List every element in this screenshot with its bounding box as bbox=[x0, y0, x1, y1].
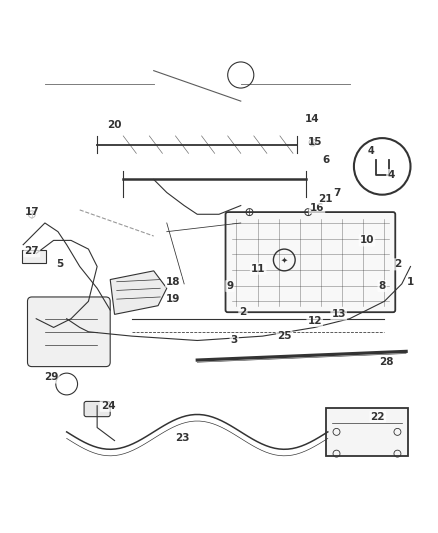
Text: 4: 4 bbox=[387, 170, 395, 180]
Text: 4: 4 bbox=[368, 146, 374, 156]
FancyBboxPatch shape bbox=[22, 251, 46, 263]
Text: 3: 3 bbox=[231, 335, 238, 345]
Text: 24: 24 bbox=[101, 401, 115, 411]
FancyBboxPatch shape bbox=[325, 408, 408, 456]
Text: 1: 1 bbox=[407, 277, 414, 287]
Text: 20: 20 bbox=[107, 120, 122, 130]
Text: 11: 11 bbox=[251, 264, 265, 273]
Text: 22: 22 bbox=[371, 411, 385, 422]
Text: 21: 21 bbox=[318, 194, 333, 204]
Text: 17: 17 bbox=[25, 207, 39, 217]
Text: 5: 5 bbox=[57, 260, 64, 269]
Text: 15: 15 bbox=[307, 138, 322, 148]
Text: 6: 6 bbox=[322, 155, 329, 165]
Text: 18: 18 bbox=[166, 277, 180, 287]
Text: 25: 25 bbox=[277, 331, 292, 341]
Text: 27: 27 bbox=[25, 246, 39, 256]
Text: 13: 13 bbox=[332, 309, 346, 319]
Text: 10: 10 bbox=[360, 236, 374, 245]
Text: 8: 8 bbox=[378, 281, 386, 291]
Text: 19: 19 bbox=[166, 294, 180, 304]
Text: 9: 9 bbox=[226, 281, 233, 291]
Text: 2: 2 bbox=[239, 307, 247, 317]
Polygon shape bbox=[110, 271, 167, 314]
Text: 16: 16 bbox=[310, 203, 324, 213]
Text: 14: 14 bbox=[305, 114, 320, 124]
FancyBboxPatch shape bbox=[28, 297, 110, 367]
Text: 7: 7 bbox=[333, 188, 340, 198]
Text: 2: 2 bbox=[394, 260, 401, 269]
Text: 12: 12 bbox=[307, 316, 322, 326]
FancyBboxPatch shape bbox=[226, 212, 395, 312]
Text: ✦: ✦ bbox=[281, 255, 288, 264]
Text: 23: 23 bbox=[175, 433, 189, 443]
Text: 29: 29 bbox=[44, 373, 59, 383]
Text: 28: 28 bbox=[379, 357, 394, 367]
FancyBboxPatch shape bbox=[84, 401, 110, 417]
